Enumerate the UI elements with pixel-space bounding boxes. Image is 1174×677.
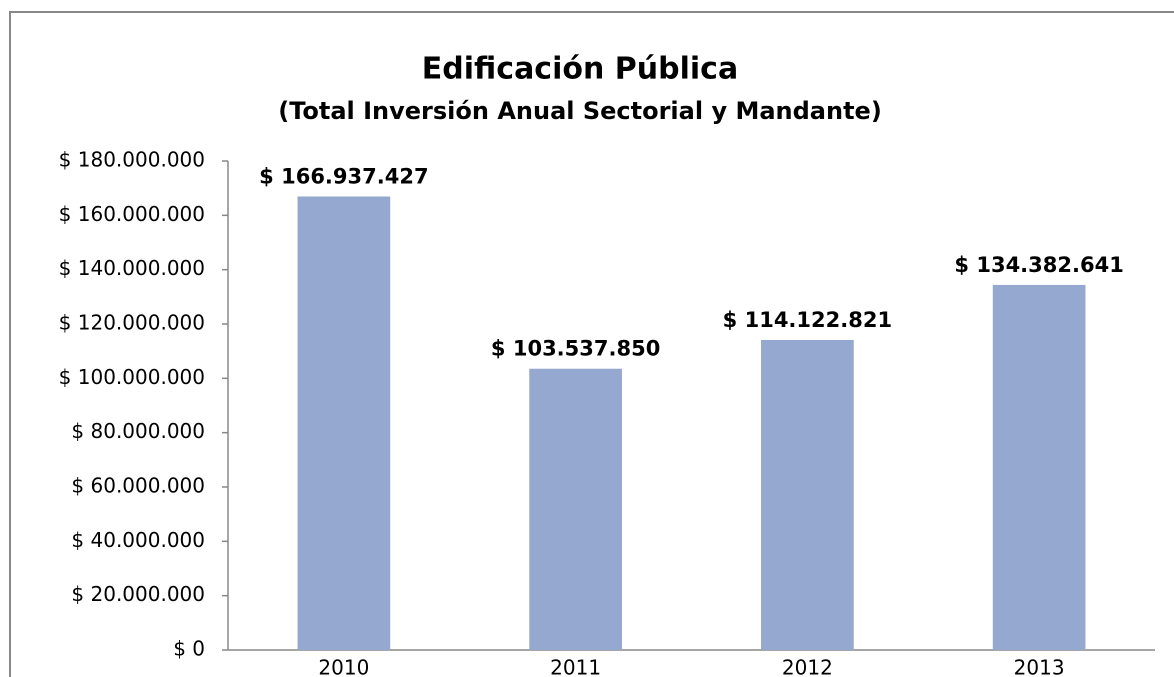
y-tick-label: $ 60.000.000 (71, 474, 205, 498)
x-tick-label: 2012 (782, 656, 833, 677)
y-tick-label: $ 40.000.000 (71, 528, 205, 552)
chart-subtitle: (Total Inversión Anual Sectorial y Manda… (278, 97, 882, 125)
bar (761, 339, 854, 650)
y-tick-label: $ 80.000.000 (71, 419, 205, 443)
y-tick-label: $ 100.000.000 (59, 365, 205, 389)
y-tick-label: $ 180.000.000 (59, 148, 205, 172)
data-label: $ 114.122.821 (723, 308, 892, 332)
y-tick-label: $ 20.000.000 (71, 582, 205, 606)
data-label: $ 166.937.427 (259, 164, 428, 188)
bar (992, 284, 1086, 650)
y-tick-label: $ 160.000.000 (59, 202, 205, 226)
x-tick-label: 2013 (1014, 656, 1065, 677)
data-label: $ 134.382.641 (954, 253, 1123, 277)
y-tick-label: $ 120.000.000 (59, 311, 205, 335)
chart-frame (9, 11, 1174, 677)
y-tick-label: $ 0 (173, 637, 205, 661)
x-tick-label: 2011 (550, 656, 601, 677)
x-tick-label: 2010 (318, 656, 369, 677)
chart-title: Edificación Pública (422, 52, 738, 87)
bar (529, 368, 622, 650)
y-tick-label: $ 140.000.000 (59, 256, 205, 280)
data-label: $ 103.537.850 (491, 337, 660, 361)
bar (297, 196, 391, 650)
